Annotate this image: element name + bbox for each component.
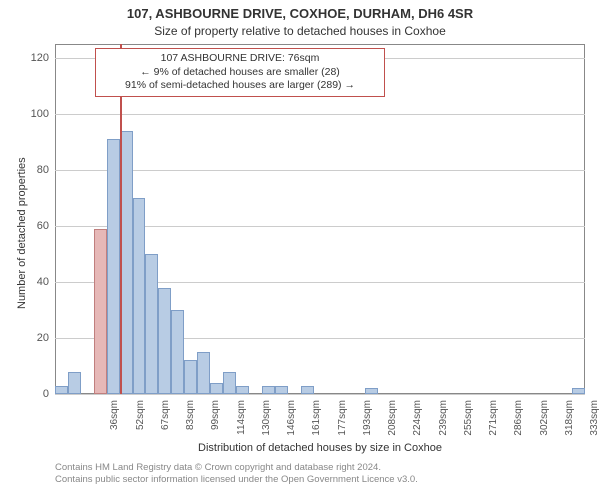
- histogram-bar: [107, 139, 120, 394]
- histogram-bar: [210, 383, 223, 394]
- histogram-bar: [197, 352, 210, 394]
- histogram-bar: [301, 386, 314, 394]
- footer-line: Contains public sector information licen…: [55, 474, 418, 486]
- footer-line: Contains HM Land Registry data © Crown c…: [55, 462, 418, 474]
- xtick-label: 36sqm: [109, 400, 120, 450]
- xtick-label: 318sqm: [564, 400, 575, 450]
- xtick-label: 83sqm: [185, 400, 196, 450]
- xtick-label: 224sqm: [412, 400, 423, 450]
- annotation-line: ← 9% of detached houses are smaller (28): [102, 66, 378, 80]
- xtick-label: 302sqm: [539, 400, 550, 450]
- histogram-bar: [158, 288, 171, 394]
- histogram-bar: [236, 386, 249, 394]
- ytick-label: 80: [25, 164, 49, 176]
- histogram-bar: [133, 198, 146, 394]
- footer-text: Contains HM Land Registry data © Crown c…: [55, 462, 418, 487]
- histogram-bar: [145, 254, 158, 394]
- histogram-bar: [171, 310, 184, 394]
- xtick-label: 333sqm: [589, 400, 600, 450]
- histogram-bar: [68, 372, 81, 394]
- histogram-bar: [55, 386, 68, 394]
- ytick-label: 120: [25, 52, 49, 64]
- xtick-label: 193sqm: [362, 400, 373, 450]
- ytick-label: 20: [25, 332, 49, 344]
- histogram-bar: [94, 229, 107, 394]
- gridline: [55, 394, 585, 395]
- gridline: [55, 170, 585, 171]
- histogram-bar: [223, 372, 236, 394]
- xtick-label: 161sqm: [311, 400, 322, 450]
- ytick-label: 0: [25, 388, 49, 400]
- chart-container: 107, ASHBOURNE DRIVE, COXHOE, DURHAM, DH…: [0, 0, 600, 500]
- xtick-label: 146sqm: [286, 400, 297, 450]
- histogram-bar: [262, 386, 275, 394]
- histogram-bar: [572, 388, 585, 394]
- xtick-label: 177sqm: [337, 400, 348, 450]
- histogram-bar: [184, 360, 197, 394]
- xtick-label: 99sqm: [210, 400, 221, 450]
- xtick-label: 286sqm: [513, 400, 524, 450]
- xtick-label: 52sqm: [135, 400, 146, 450]
- xtick-label: 239sqm: [438, 400, 449, 450]
- xtick-label: 255sqm: [463, 400, 474, 450]
- xtick-label: 271sqm: [488, 400, 499, 450]
- xtick-label: 67sqm: [160, 400, 171, 450]
- chart-subtitle: Size of property relative to detached ho…: [0, 24, 600, 38]
- annotation-line: 91% of semi-detached houses are larger (…: [102, 79, 378, 93]
- histogram-bar: [275, 386, 288, 394]
- histogram-bar: [365, 388, 378, 394]
- chart-title: 107, ASHBOURNE DRIVE, COXHOE, DURHAM, DH…: [0, 6, 600, 21]
- xtick-label: 130sqm: [261, 400, 272, 450]
- ytick-label: 40: [25, 276, 49, 288]
- ytick-label: 100: [25, 108, 49, 120]
- xtick-label: 208sqm: [387, 400, 398, 450]
- gridline: [55, 114, 585, 115]
- annotation-line: 107 ASHBOURNE DRIVE: 76sqm: [102, 52, 378, 66]
- ytick-label: 60: [25, 220, 49, 232]
- xtick-label: 114sqm: [236, 400, 247, 450]
- annotation-box: 107 ASHBOURNE DRIVE: 76sqm ← 9% of detac…: [95, 48, 385, 97]
